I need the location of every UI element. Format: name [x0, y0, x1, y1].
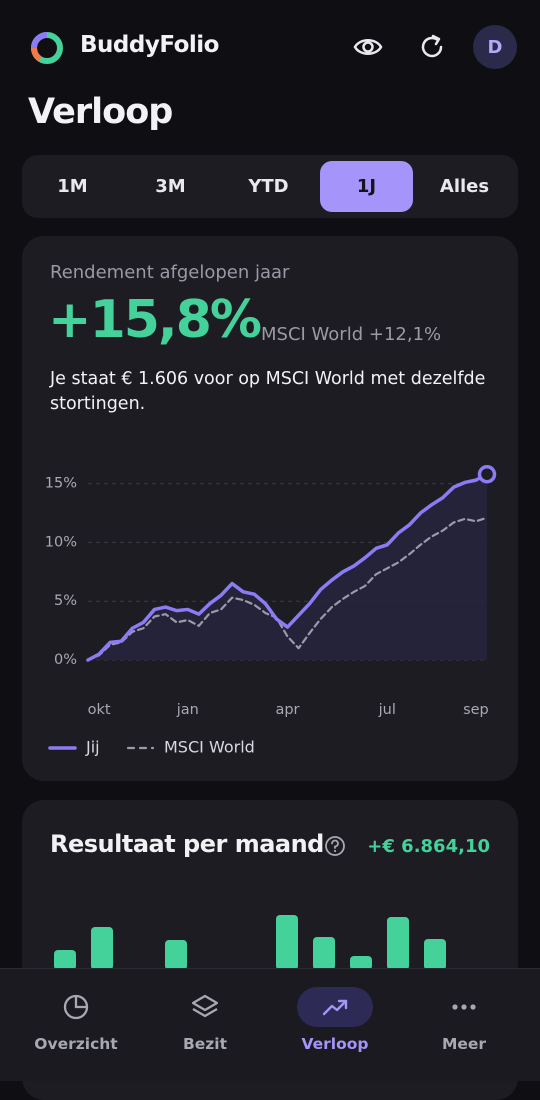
performance-value: +15,8% [48, 290, 262, 350]
bar [165, 940, 187, 970]
refresh-button[interactable] [418, 33, 446, 61]
y-tick-label: 15% [45, 476, 77, 492]
nav-label: Verloop [301, 1035, 369, 1053]
x-tick-label: okt [88, 702, 111, 718]
end-marker [477, 464, 497, 484]
nav-icon [191, 994, 219, 1018]
bottom-nav: Overzicht Bezit Verloop Meer [0, 968, 540, 1081]
nav-icon [452, 1004, 476, 1010]
bar [313, 937, 335, 970]
y-tick-label: 0% [54, 652, 77, 668]
bar [387, 917, 409, 970]
y-tick-label: 5% [54, 593, 77, 609]
y-tick-label: 10% [45, 534, 77, 550]
nav-item[interactable]: Verloop [270, 969, 400, 1081]
bar [54, 950, 76, 970]
performance-note: Je staat € 1.606 voor op MSCI World met … [50, 369, 486, 414]
nav-item[interactable]: Meer [399, 969, 529, 1081]
line [86, 516, 489, 662]
period-tabs: 1M 3M YTD 1J Alles [22, 155, 518, 218]
bar [276, 915, 298, 970]
nav-label: Meer [441, 1035, 487, 1053]
legend-label: Jij [85, 738, 100, 757]
x-tick-label: apr [275, 702, 299, 718]
nav-item[interactable]: Overzicht [11, 969, 141, 1081]
result-total: +€ 6.864,10 [367, 836, 490, 857]
nav-item[interactable]: Bezit [140, 969, 270, 1081]
line [86, 472, 489, 662]
period-tab[interactable]: 1M [57, 176, 88, 197]
avatar[interactable]: D [473, 25, 517, 69]
nav-icon [63, 994, 89, 1020]
legend-label: MSCI World [164, 738, 255, 757]
bar [424, 939, 446, 970]
result-title: Resultaat per maand [50, 830, 324, 858]
logo [30, 32, 63, 64]
bar [91, 927, 113, 970]
area [88, 474, 487, 660]
x-tick-label: sep [463, 702, 489, 718]
x-tick-label: jan [176, 702, 199, 718]
nav-label: Bezit [182, 1035, 228, 1053]
bar [350, 956, 372, 970]
period-tab[interactable]: Alles [439, 176, 490, 197]
benchmark: MSCI World +12,1% [261, 324, 442, 345]
x-tick-label: jul [378, 702, 396, 718]
nav-icon [322, 999, 348, 1016]
nav-label: Overzicht [34, 1035, 118, 1053]
performance-label: Rendement afgelopen jaar [50, 262, 290, 283]
period-tab[interactable]: 1J [320, 161, 413, 212]
eye-button[interactable] [352, 33, 384, 61]
page-title: Verloop [28, 92, 173, 132]
app-name: BuddyFolio [80, 32, 219, 58]
period-tab[interactable]: 3M [155, 176, 186, 197]
help-icon[interactable] [324, 835, 346, 857]
period-tab[interactable]: YTD [248, 176, 289, 197]
